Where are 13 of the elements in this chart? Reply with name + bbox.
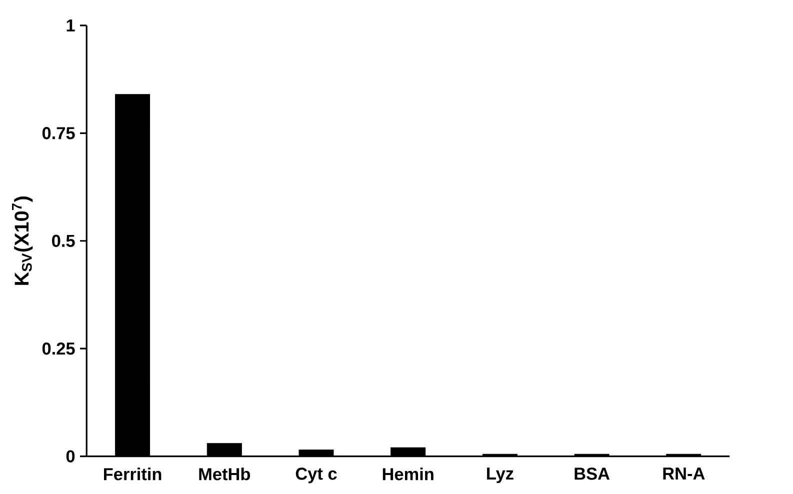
x-tick-label: RN-A xyxy=(663,468,705,480)
y-tick-label: 1 xyxy=(66,20,75,32)
y-tick-label: 0.75 xyxy=(42,127,75,140)
y-axis-title: K$_{SV}$(X10$^{7}$) xyxy=(12,196,33,286)
y-tick-label: 0.25 xyxy=(42,342,75,355)
x-tick-label: Ferritin xyxy=(104,468,162,480)
x-tick-label: Hemin xyxy=(382,468,434,480)
y-tick-label: 0.5 xyxy=(52,234,75,248)
x-tick-label: Cyt c xyxy=(296,468,337,484)
x-tick-label: Lyz xyxy=(487,468,514,484)
x-tick-label: BSA xyxy=(574,468,610,480)
x-tick-label: MetHb xyxy=(199,468,250,480)
y-tick-label: 0 xyxy=(66,450,75,463)
